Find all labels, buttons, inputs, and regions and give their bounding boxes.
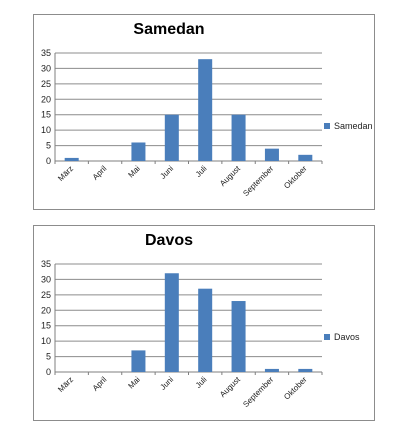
bar: [231, 301, 246, 372]
bar: [131, 350, 146, 372]
bar: [264, 368, 279, 372]
legend-swatch: [324, 334, 330, 340]
chart-title: Davos: [144, 232, 194, 249]
y-tick-label: 15: [41, 110, 51, 120]
x-tick-label: April: [91, 164, 109, 182]
bar: [264, 148, 279, 161]
x-tick-label: März: [56, 375, 75, 394]
y-tick-label: 0: [46, 156, 51, 166]
y-tick-label: 25: [41, 290, 51, 300]
y-tick-label: 30: [41, 63, 51, 73]
bar: [231, 114, 246, 161]
bar: [131, 142, 146, 161]
legend-label: Davos: [334, 332, 360, 342]
y-tick-label: 10: [41, 336, 51, 346]
x-tick-label: August: [218, 375, 243, 400]
y-tick-label: 35: [41, 259, 51, 269]
x-tick-label: Mai: [126, 375, 142, 391]
x-tick-label: März: [56, 164, 75, 183]
bar: [198, 59, 213, 161]
chart-title: Samedan: [133, 21, 205, 38]
y-tick-label: 0: [46, 367, 51, 377]
chart-panel-davos: Davos 0 5 10 15 20 25 30 35 März April Mai Juni Juli…: [33, 225, 375, 421]
chart-plot-davos: 0 5 10 15 20 25 30 35 März April Mai Juni Juli August…: [41, 259, 323, 409]
x-tick-label: Juni: [158, 164, 175, 181]
x-tick-label: Oktober: [282, 375, 309, 402]
bar: [198, 288, 213, 372]
chart-panel-samedan: Samedan 0 5 10 15 20 25 30 35 März April Mai Juni Ju…: [33, 14, 375, 210]
x-tick-label: Oktober: [282, 164, 309, 191]
bar: [164, 273, 179, 372]
x-tick-label: September: [241, 375, 275, 409]
x-tick-label: September: [241, 164, 275, 198]
legend: Samedan: [324, 121, 373, 131]
y-tick-label: 30: [41, 274, 51, 284]
legend-label: Samedan: [334, 121, 373, 131]
y-tick-label: 35: [41, 48, 51, 58]
legend-swatch: [324, 123, 330, 129]
x-tick-label: Juli: [194, 375, 209, 390]
x-tick-label: Mai: [126, 164, 142, 180]
y-tick-label: 15: [41, 321, 51, 331]
y-tick-label: 20: [41, 94, 51, 104]
bar: [164, 114, 179, 161]
y-tick-label: 25: [41, 79, 51, 89]
x-tick-label: Juni: [158, 375, 175, 392]
y-tick-label: 20: [41, 305, 51, 315]
bar: [298, 368, 313, 372]
x-tick-label: Juli: [194, 164, 209, 179]
bar: [64, 157, 79, 161]
x-tick-label: April: [91, 375, 109, 393]
chart-plot-samedan: 0 5 10 15 20 25 30 35 März April Mai Juni Juli August…: [41, 48, 323, 198]
x-tick-label: August: [218, 164, 243, 189]
y-tick-label: 5: [46, 141, 51, 151]
bar: [298, 154, 313, 161]
y-tick-label: 5: [46, 352, 51, 362]
legend: Davos: [324, 332, 360, 342]
y-tick-label: 10: [41, 125, 51, 135]
